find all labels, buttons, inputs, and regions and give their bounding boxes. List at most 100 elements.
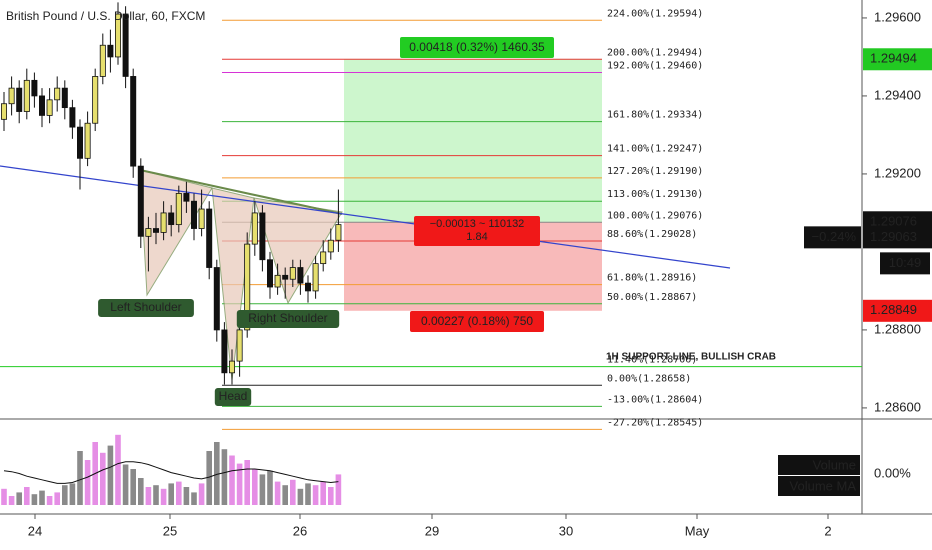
volume-legend: Volume — [813, 457, 856, 472]
volume-bar — [305, 483, 311, 505]
fib-label: 200.00%(1.29494) — [607, 47, 703, 58]
y-tick-label: 1.29400 — [874, 87, 921, 102]
volume-bar — [62, 485, 68, 505]
volume-legend-bg — [778, 455, 860, 475]
candle-body — [282, 274, 289, 280]
volume-bar — [267, 470, 273, 505]
candle-body — [266, 259, 273, 288]
candle-body — [206, 208, 213, 268]
candle-body — [168, 212, 175, 226]
volume-bar — [8, 496, 15, 505]
candle-body — [198, 208, 205, 229]
fib-label: 224.00%(1.29594) — [607, 8, 703, 19]
fib-label: -27.20%(1.28545) — [607, 417, 703, 428]
change-label: −0.24% — [812, 229, 857, 244]
x-tick-label: 26 — [293, 523, 307, 538]
volume-bar — [115, 434, 121, 505]
volume-bar — [236, 463, 243, 505]
annotation: Left Shoulder — [110, 300, 181, 314]
candle-body — [16, 87, 23, 112]
fib-label: 192.00%(1.29460) — [607, 61, 703, 72]
candle-body — [122, 13, 129, 77]
price-tag-bg — [863, 48, 932, 71]
price-tag-bg — [863, 299, 932, 322]
annotation-bg — [98, 299, 194, 317]
candle-body — [69, 107, 76, 128]
candle-body — [23, 79, 30, 112]
candle-body — [312, 263, 319, 292]
price-tag: 1.29494 — [870, 51, 917, 66]
volume-bar — [328, 487, 334, 505]
trend-line — [0, 165, 731, 269]
candle-body — [320, 251, 327, 265]
stop-label: 0.00227 (0.18%) 750 — [421, 314, 533, 328]
candle-body — [304, 282, 311, 292]
candle-body — [236, 329, 243, 362]
candle-body — [160, 212, 167, 233]
center-label: 1.84 — [466, 231, 487, 243]
volume-bar — [244, 460, 250, 505]
volume-bar — [1, 488, 7, 505]
volume-bar — [214, 442, 220, 505]
candle-body — [99, 44, 106, 77]
countdown-bg — [880, 252, 930, 275]
fib-label: 141.00%(1.29247) — [607, 144, 703, 155]
candle-body — [190, 200, 197, 229]
candle-body — [8, 87, 15, 105]
price-tag-bg — [863, 226, 932, 249]
volume-bar — [16, 492, 22, 505]
fib-label: 100.00%(1.29076) — [607, 210, 703, 221]
annotation: Head — [219, 389, 248, 403]
volume-bar — [46, 496, 53, 505]
price-tag: 1.29063 — [870, 229, 917, 244]
volume-bar — [100, 452, 106, 505]
candle-body — [297, 267, 304, 284]
volume-bar — [153, 485, 159, 505]
volume-bar — [138, 478, 144, 505]
volume-bar — [77, 451, 83, 505]
candle-body — [137, 165, 144, 237]
volume-legend-bg — [778, 476, 860, 496]
y-tick-label: 1.29600 — [874, 9, 921, 24]
candle-body — [61, 87, 68, 109]
candle-body — [39, 95, 46, 116]
volume-bar — [84, 460, 91, 505]
candle-body — [77, 126, 84, 159]
candle-body — [221, 329, 228, 374]
x-tick-label: 30 — [559, 523, 573, 538]
candle-body — [213, 267, 220, 331]
volume-legend: Volume MA — [790, 478, 857, 493]
annotation-bg — [236, 310, 340, 328]
candle-body — [175, 193, 182, 226]
x-tick-label: 25 — [163, 523, 177, 538]
center-label-bg — [414, 216, 540, 246]
candle-body — [115, 13, 122, 58]
volume-bar — [54, 492, 60, 505]
fib-label: 88.60%(1.29028) — [607, 229, 697, 240]
volume-bar — [145, 487, 152, 505]
candle-body — [92, 76, 99, 124]
volume-ma-line — [3, 461, 339, 484]
volume-bar — [259, 474, 266, 505]
volume-bar — [160, 488, 167, 505]
volume-bar — [168, 483, 174, 505]
candle-body — [335, 224, 342, 241]
volume-bar — [221, 449, 228, 505]
candle-body — [31, 79, 38, 97]
fib-label: 0.00%(1.28658) — [607, 373, 691, 384]
x-tick-label: 24 — [28, 523, 42, 538]
candle-body — [54, 87, 61, 101]
volume-bar — [320, 481, 326, 505]
main-pane: 1.29600 1.29400 1.29200 1.28800 1.28600 24 25 2… — [0, 2, 932, 538]
candle-body — [152, 228, 159, 233]
volume-bar — [183, 487, 190, 505]
annotation-bg — [214, 388, 252, 406]
target-label-bg — [400, 37, 554, 58]
candle-body — [145, 228, 152, 237]
volume-bar — [252, 469, 258, 505]
candle-body — [0, 103, 7, 120]
volume-bar — [69, 483, 76, 505]
fib-label: 11.40%(1.28706) — [607, 355, 697, 366]
volume-bar — [335, 474, 342, 505]
